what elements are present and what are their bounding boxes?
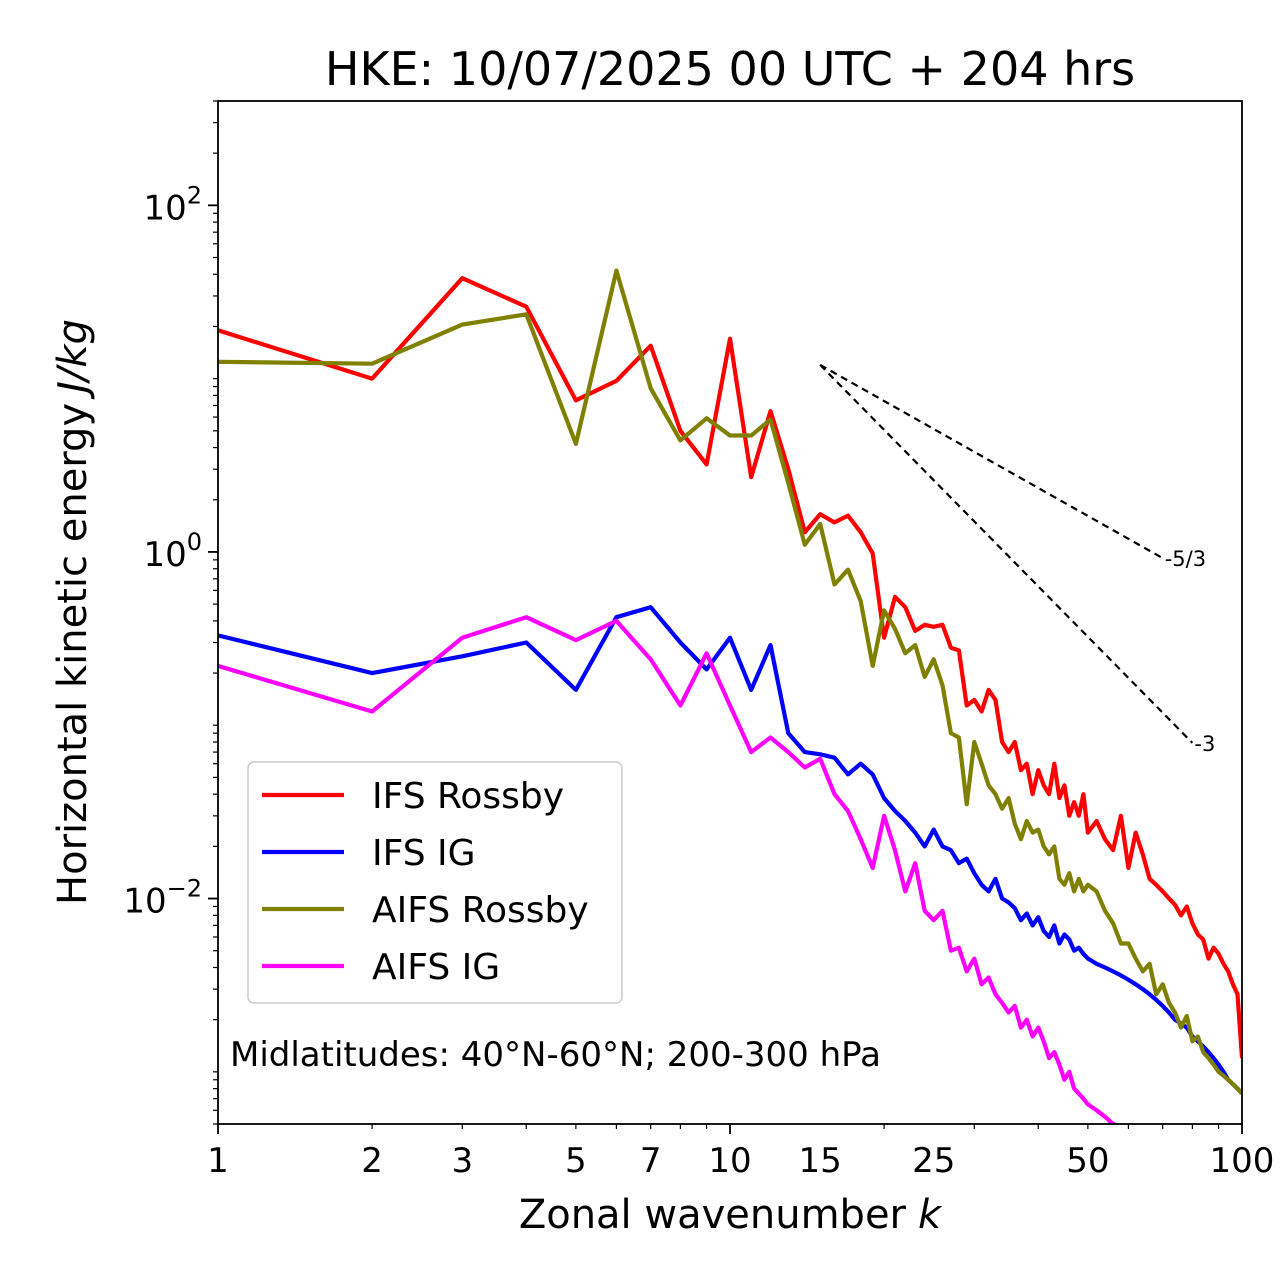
x-tick-label: 2: [361, 1141, 383, 1181]
y-axis-label: Horizontal kinetic energy: [50, 403, 96, 905]
reference-slope-layer: -5/3 -3: [819, 363, 1215, 756]
x-tick-label: 15: [799, 1141, 842, 1181]
slope-line-3: [819, 364, 1194, 744]
x-axis-ticks: 1 2 3 5 7 10 15 25 50 100: [207, 1124, 1274, 1181]
legend-label-ifs-ig: IFS IG: [372, 833, 476, 874]
slope-label-3: -3: [1194, 732, 1215, 756]
x-tick-label: 50: [1066, 1141, 1109, 1181]
legend-box: [247, 761, 623, 1004]
legend-label-aifs-ig: AIFS IG: [372, 947, 500, 988]
region-annotation: Midlatitudes: 40°N-60°N; 200-300 hPa: [230, 1035, 881, 1075]
y-tick-label: 102: [143, 181, 202, 228]
x-tick-label: 5: [565, 1141, 587, 1181]
series-layer: [218, 268, 1242, 1124]
x-axis-variable: k: [918, 1192, 943, 1238]
x-axis-label: Zonal wavenumber: [519, 1192, 907, 1238]
legend-items: IFS Rossby IFS IG AIFS Rossby AIFS IG: [262, 776, 589, 988]
legend-label-ifs-rossby: IFS Rossby: [372, 776, 564, 817]
y-tick-label: 100: [143, 528, 202, 575]
legend: IFS Rossby IFS IG AIFS Rossby AIFS IG: [247, 761, 623, 1004]
y-tick-label: 10−2: [123, 875, 202, 922]
slope-line-5-over-3: [819, 363, 1164, 560]
y-axis-title: Horizontal kinetic energyJ/kg: [50, 319, 96, 905]
slope-label-5-over-3: -5/3: [1165, 547, 1206, 571]
x-tick-label: 25: [912, 1141, 955, 1181]
series-line-ifs-rossby: [218, 276, 1242, 1059]
y-axis-unit: J/kg: [50, 319, 96, 400]
x-tick-label: 7: [640, 1141, 662, 1181]
y-axis-ticks: 102 100 10−2: [123, 100, 218, 1125]
legend-label-aifs-rossby: AIFS Rossby: [372, 890, 589, 931]
x-axis-title: Zonal wavenumber k: [519, 1192, 943, 1238]
series-line-aifs-ig: [218, 615, 1119, 1124]
chart-title: HKE: 10/07/2025 00 UTC + 204 hrs: [325, 42, 1135, 96]
x-tick-label: 10: [708, 1141, 751, 1181]
x-tick-label: 1: [207, 1141, 229, 1181]
series-line-aifs-rossby: [218, 268, 1242, 1095]
x-tick-label: 100: [1210, 1141, 1275, 1181]
x-tick-label: 3: [451, 1141, 473, 1181]
